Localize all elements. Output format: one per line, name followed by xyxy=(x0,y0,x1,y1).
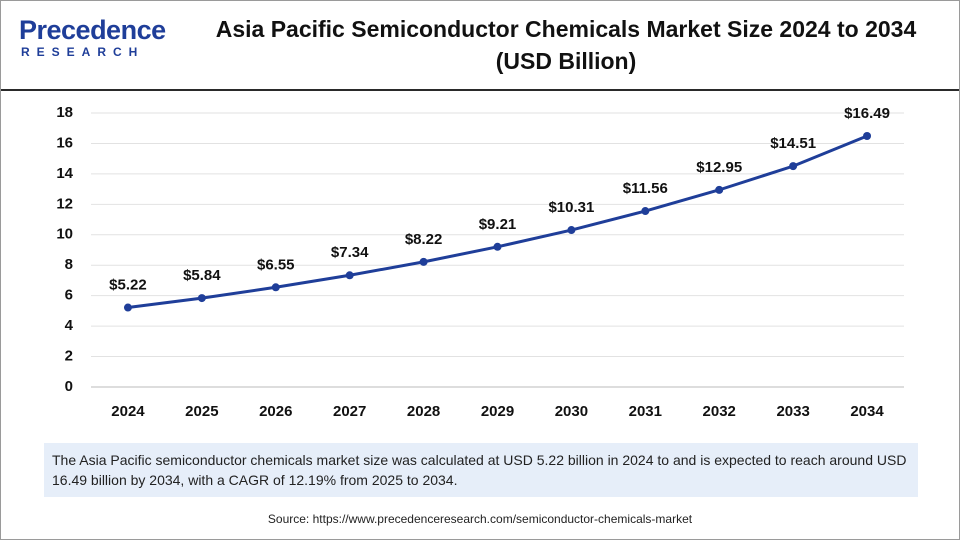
logo-subtitle: RESEARCH xyxy=(21,45,145,59)
point xyxy=(567,226,576,235)
point xyxy=(197,294,206,303)
value-label: $5.22 xyxy=(109,277,147,294)
y-tick-label: 18 xyxy=(56,104,73,121)
x-tick-label: 2028 xyxy=(407,403,440,420)
y-tick-label: 8 xyxy=(65,256,73,273)
point xyxy=(641,207,650,216)
y-tick-label: 0 xyxy=(65,378,73,395)
value-label: $16.49 xyxy=(844,105,890,122)
point xyxy=(789,162,798,171)
value-label: $8.22 xyxy=(405,231,443,248)
y-tick-label: 6 xyxy=(65,287,73,304)
description: The Asia Pacific semiconductor chemicals… xyxy=(44,443,918,497)
x-tick-label: 2025 xyxy=(185,403,218,420)
y-tick-label: 4 xyxy=(65,317,74,334)
x-tick-label: 2034 xyxy=(850,403,884,420)
value-label: $12.95 xyxy=(696,159,742,176)
x-tick-label: 2024 xyxy=(111,403,145,420)
point xyxy=(345,271,354,280)
y-tick-label: 10 xyxy=(56,226,73,243)
point xyxy=(419,257,428,266)
point xyxy=(863,131,872,140)
point xyxy=(493,242,502,251)
x-tick-label: 2031 xyxy=(629,403,662,420)
value-label: $14.51 xyxy=(770,135,816,152)
point xyxy=(123,303,132,312)
x-tick-label: 2027 xyxy=(333,403,366,420)
x-tick-label: 2029 xyxy=(481,403,514,420)
x-tick-label: 2030 xyxy=(555,403,588,420)
value-label: $9.21 xyxy=(479,216,517,233)
x-tick-label: 2032 xyxy=(703,403,736,420)
source: Source: https://www.precedenceresearch.c… xyxy=(267,512,693,526)
value-label: $11.56 xyxy=(623,180,668,197)
y-tick-label: 12 xyxy=(56,195,73,212)
y-tick-label: 2 xyxy=(65,348,73,365)
value-label: $7.34 xyxy=(331,244,369,261)
y-tick-label: 16 xyxy=(56,134,73,151)
chart-title: Asia Pacific Semiconductor Chemicals Mar… xyxy=(215,16,917,74)
separator xyxy=(1,89,959,91)
value-label: $6.55 xyxy=(257,256,295,273)
point xyxy=(715,185,724,194)
point xyxy=(271,283,280,292)
x-tick-label: 2026 xyxy=(259,403,292,420)
value-label: $5.84 xyxy=(183,267,221,284)
logo: Precedence xyxy=(19,15,166,45)
y-tick-label: 14 xyxy=(56,165,73,182)
x-tick-label: 2033 xyxy=(776,403,809,420)
value-label: $10.31 xyxy=(548,199,594,216)
